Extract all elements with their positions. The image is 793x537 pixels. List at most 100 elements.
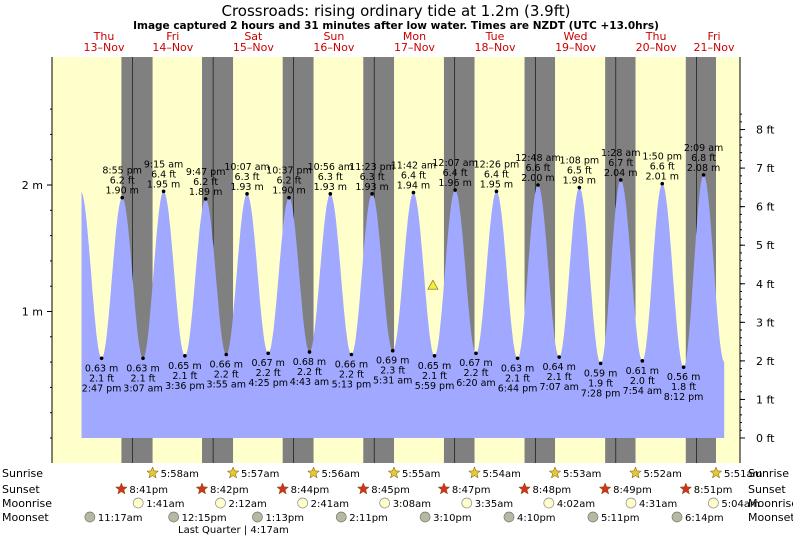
sunrise-time: 5:51am — [724, 469, 762, 480]
day-header-name: Tue — [485, 30, 505, 43]
moonrise-icon — [215, 497, 226, 509]
high-tide-feet: 6.7 ft — [608, 158, 633, 169]
sunset-time: 8:49pm — [613, 485, 652, 496]
moonrise-time: 2:41am — [311, 499, 349, 510]
day-header-name: Mon — [403, 30, 426, 43]
sunrise-time: 5:52am — [644, 469, 682, 480]
low-tide-point — [99, 356, 104, 361]
low-tide-point — [598, 361, 603, 366]
low-tide-time: 3:07 am — [123, 383, 162, 394]
high-tide-time: 12:48 am — [515, 153, 560, 164]
high-tide-feet: 6.4 ft — [443, 168, 468, 179]
day-header-date: 18–Nov — [475, 41, 516, 54]
high-tide-point — [370, 192, 374, 196]
low-tide-feet: 2.2 ft — [256, 368, 281, 379]
day-header-date: 14–Nov — [152, 41, 193, 54]
moonset-icon — [671, 511, 683, 523]
sunset-icon — [598, 482, 612, 495]
low-tide-feet: 1.9 ft — [588, 378, 613, 389]
high-tide-feet: 6.4 ft — [401, 171, 426, 182]
sunset-icon — [195, 482, 209, 495]
sunset-time: 8:48pm — [533, 485, 572, 496]
high-tide-point — [161, 189, 166, 194]
moonset-icon — [503, 511, 515, 523]
low-tide-feet: 2.1 ft — [172, 371, 197, 382]
moonrise-icon — [708, 497, 719, 509]
moonrise-time: 1:41am — [146, 499, 184, 510]
moonset-icon — [587, 511, 599, 523]
moonset-time: 2:11pm — [349, 513, 388, 524]
high-tide-metres: 1.90 m — [105, 186, 138, 197]
tide-area — [81, 175, 725, 438]
right-axis-tick-label: 4 ft — [756, 278, 775, 291]
high-tide-point — [120, 195, 125, 200]
day-header-name: Sun — [323, 30, 344, 43]
moonrise-time: 3:08am — [393, 499, 431, 510]
high-tide-metres: 2.04 m — [604, 168, 637, 179]
high-tide-feet: 6.4 ft — [484, 169, 509, 180]
low-tide-feet: 1.8 ft — [671, 382, 696, 393]
low-tide-time: 6:44 pm — [498, 383, 538, 394]
high-tide-metres: 1.93 m — [230, 182, 263, 193]
low-tide-point — [432, 353, 437, 358]
low-tide-time: 7:07 am — [539, 382, 578, 393]
moonrise-time: 4:02am — [557, 499, 595, 510]
low-tide-metres: 0.68 m — [293, 357, 326, 368]
moonset-icon — [335, 511, 347, 523]
sunrise-icon — [548, 466, 562, 479]
chart-title: Crossroads: rising ordinary tide at 1.2m… — [222, 2, 571, 20]
low-tide-feet: 2.3 ft — [380, 366, 405, 377]
low-tide-feet: 2.1 ft — [422, 371, 447, 382]
high-tide-point — [453, 188, 457, 192]
sunset-icon — [356, 482, 370, 495]
high-tide-time: 9:15 am — [144, 159, 183, 170]
high-tide-time: 9:47 pm — [186, 167, 226, 178]
low-tide-feet: 2.1 ft — [547, 372, 572, 383]
sunset-time: 8:44pm — [291, 485, 330, 496]
high-tide-feet: 6.6 ft — [525, 163, 550, 174]
high-tide-feet: 6.6 ft — [650, 162, 675, 173]
high-tide-metres: 1.90 m — [272, 186, 305, 197]
sunrise-icon — [146, 466, 159, 479]
moonrise-time: 5:04am — [721, 499, 759, 510]
low-tide-metres: 0.67 m — [459, 358, 492, 369]
high-tide-metres: 1.95 m — [147, 179, 180, 190]
day-header-name: Fri — [707, 30, 720, 43]
high-tide-feet: 6.3 ft — [235, 172, 260, 183]
sunrise-time: 5:57am — [241, 469, 279, 480]
low-tide-point — [224, 352, 229, 357]
chart-subtitle: Image captured 2 hours and 31 minutes af… — [133, 20, 659, 32]
low-tide-feet: 2.1 ft — [131, 373, 156, 384]
low-tide-metres: 0.65 m — [418, 361, 451, 372]
sunrise-row-label-right: Sunrise — [748, 467, 789, 480]
low-tide-metres: 0.66 m — [335, 360, 368, 371]
low-tide-feet: 2.1 ft — [89, 373, 114, 384]
low-tide-point — [681, 365, 686, 369]
sunset-icon — [276, 482, 290, 495]
day-header-name: Fri — [166, 30, 179, 43]
high-tide-feet: 6.3 ft — [318, 172, 343, 183]
axes-layer: 1 m 2 m 0 ft 1 ft 2 ft 3 ft 4 ft 5 ft 6 ft 7 ft 8 … — [22, 30, 775, 463]
low-tide-point — [183, 353, 187, 358]
low-tide-time: 2:47 pm — [82, 383, 122, 394]
low-tide-metres: 0.63 m — [85, 363, 118, 374]
moonrise-icon — [132, 497, 144, 509]
low-tide-point — [474, 351, 478, 356]
day-header-date: 20–Nov — [636, 41, 677, 54]
day-header-date: 17–Nov — [394, 41, 435, 54]
day-header-name: Sat — [244, 30, 263, 43]
moon-phase-label: Last Quarter | 4:17am — [178, 525, 289, 536]
high-tide-time: 11:42 am — [391, 161, 436, 172]
day-header-date: 19–Nov — [555, 41, 596, 54]
low-tide-metres: 0.66 m — [210, 360, 243, 371]
sunset-time: 8:45pm — [371, 485, 410, 496]
high-tide-metres: 1.95 m — [480, 179, 513, 190]
low-tide-time: 8:12 pm — [664, 392, 704, 403]
day-header-date: 21–Nov — [694, 41, 735, 54]
high-tide-feet: 6.5 ft — [567, 166, 592, 177]
sunset-row-label-left: Sunset — [2, 483, 40, 496]
right-axis-tick-label: 5 ft — [756, 239, 775, 252]
high-tide-point — [618, 178, 623, 182]
